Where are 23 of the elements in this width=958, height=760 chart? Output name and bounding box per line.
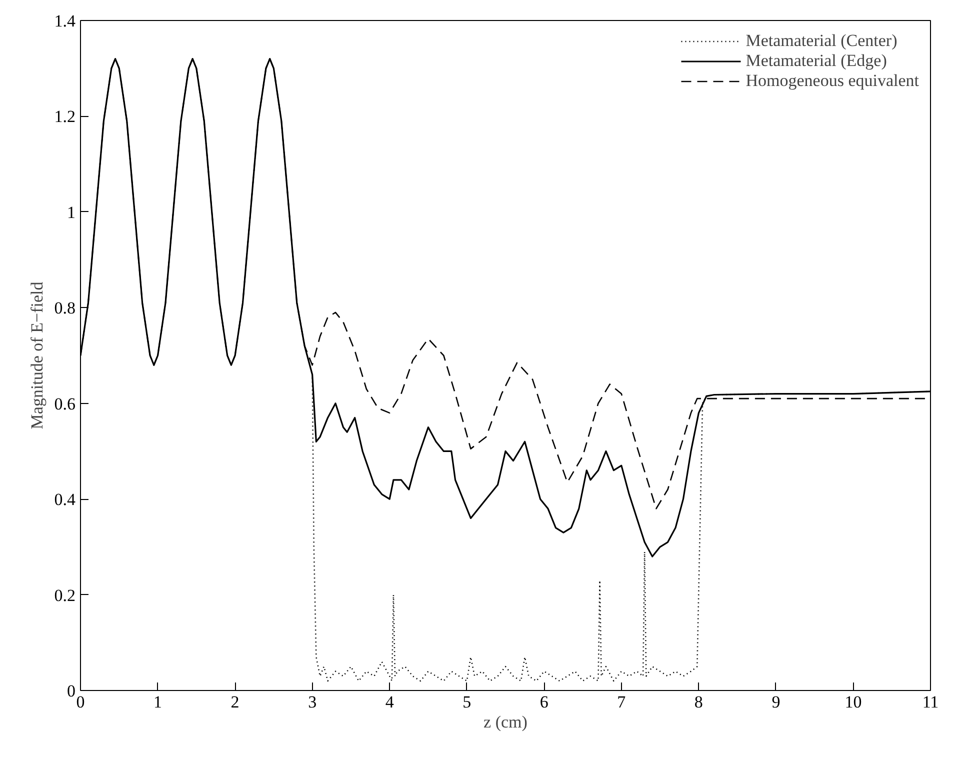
x-tick-label: 2 [230, 692, 240, 712]
x-tick-label: 4 [385, 692, 394, 712]
legend-label: Metamaterial (Center) [746, 31, 898, 51]
x-tick-label: 11 [922, 692, 939, 712]
x-tick-label: 9 [772, 692, 780, 712]
y-tick-label: 0.8 [54, 298, 76, 318]
y-tick-label: 1.2 [54, 107, 76, 126]
x-tick-label: 6 [540, 692, 548, 712]
y-axis-title: Magnitude of E−field [27, 281, 46, 430]
y-tick-label: 1 [67, 202, 76, 222]
y-tick-label: 0.4 [54, 490, 76, 510]
x-tick-label: 1 [154, 692, 162, 712]
x-tick-label: 10 [844, 692, 862, 712]
x-tick-label: 8 [694, 692, 703, 712]
x-tick-label: 7 [617, 692, 626, 712]
legend-label: Homogeneous equivalent [746, 71, 919, 91]
y-tick-label: 0.6 [54, 394, 76, 414]
y-tick-label: 0.2 [54, 586, 76, 605]
y-tick-label: 1.4 [54, 12, 76, 30]
legend-label: Metamaterial (Edge) [746, 51, 887, 71]
x-tick-label: 5 [462, 692, 472, 712]
x-axis-title: z (cm) [484, 712, 528, 732]
x-tick-label: 3 [308, 692, 317, 712]
